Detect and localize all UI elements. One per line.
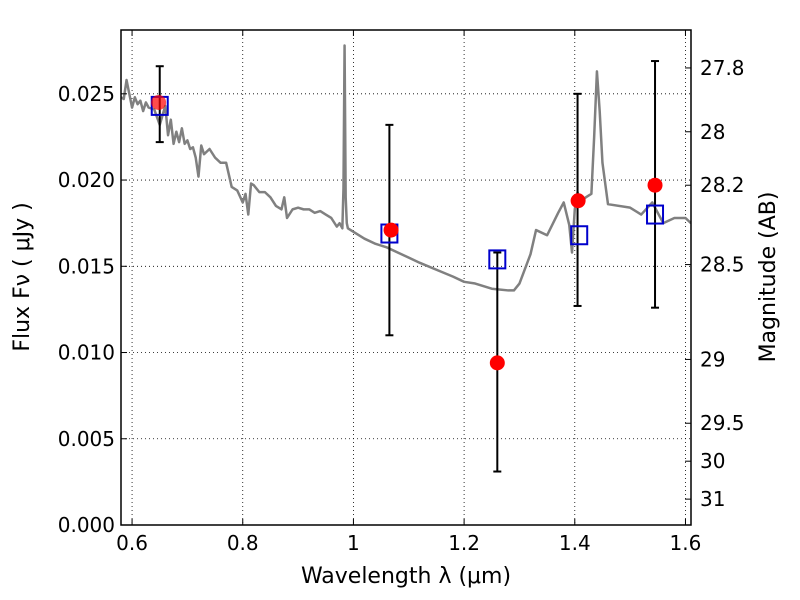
observed-flux-point bbox=[151, 94, 167, 110]
observed-flux-point bbox=[570, 193, 586, 209]
y2-tick-label: 29.5 bbox=[700, 411, 745, 435]
model-spectrum-line bbox=[121, 44, 691, 292]
y-axis-label: Flux Fν ( μJy ) bbox=[10, 202, 35, 351]
grid-lines bbox=[121, 30, 691, 526]
x-tick-label: 1 bbox=[347, 531, 360, 555]
y2-tick-label: 28.2 bbox=[700, 173, 745, 197]
observed-flux-point bbox=[383, 222, 399, 238]
observed-flux-point bbox=[489, 355, 505, 371]
y-tick-label: 0.000 bbox=[58, 513, 115, 537]
model-square-marker bbox=[570, 225, 589, 246]
x-axis-label: Wavelength λ (μm) bbox=[301, 564, 511, 589]
y2-tick-label: 28.5 bbox=[700, 253, 745, 277]
y2-tick-label: 27.8 bbox=[700, 56, 745, 80]
y2-tick-label: 30 bbox=[700, 449, 725, 473]
plot-frame bbox=[120, 29, 692, 526]
y2-axis-label: Magnitude (AB) bbox=[756, 192, 781, 363]
x-tick-label: 0.8 bbox=[227, 531, 259, 555]
model-square-marker bbox=[646, 204, 665, 225]
plot-area bbox=[121, 44, 691, 473]
x-tick-label: 1.2 bbox=[448, 531, 480, 555]
y-tick-label: 0.025 bbox=[58, 82, 115, 106]
y2-tick-label: 28 bbox=[700, 120, 725, 144]
y2-tick-label: 29 bbox=[700, 347, 725, 371]
y-tick-label: 0.020 bbox=[58, 168, 115, 192]
model-square-marker bbox=[488, 249, 507, 270]
y-tick-label: 0.005 bbox=[58, 427, 115, 451]
x-tick-label: 1.4 bbox=[559, 531, 591, 555]
observed-flux-point bbox=[647, 177, 663, 193]
axis-ticks: 0.6 0.8 1 1.2 1.4 1.6 0.000 0.005 0.010 0.015 0.02… bbox=[58, 30, 745, 555]
y-tick-label: 0.015 bbox=[58, 254, 115, 278]
y2-tick-label: 31 bbox=[700, 487, 725, 511]
y-tick-label: 0.010 bbox=[58, 341, 115, 365]
x-tick-label: 0.6 bbox=[116, 531, 148, 555]
x-tick-label: 1.6 bbox=[670, 531, 702, 555]
